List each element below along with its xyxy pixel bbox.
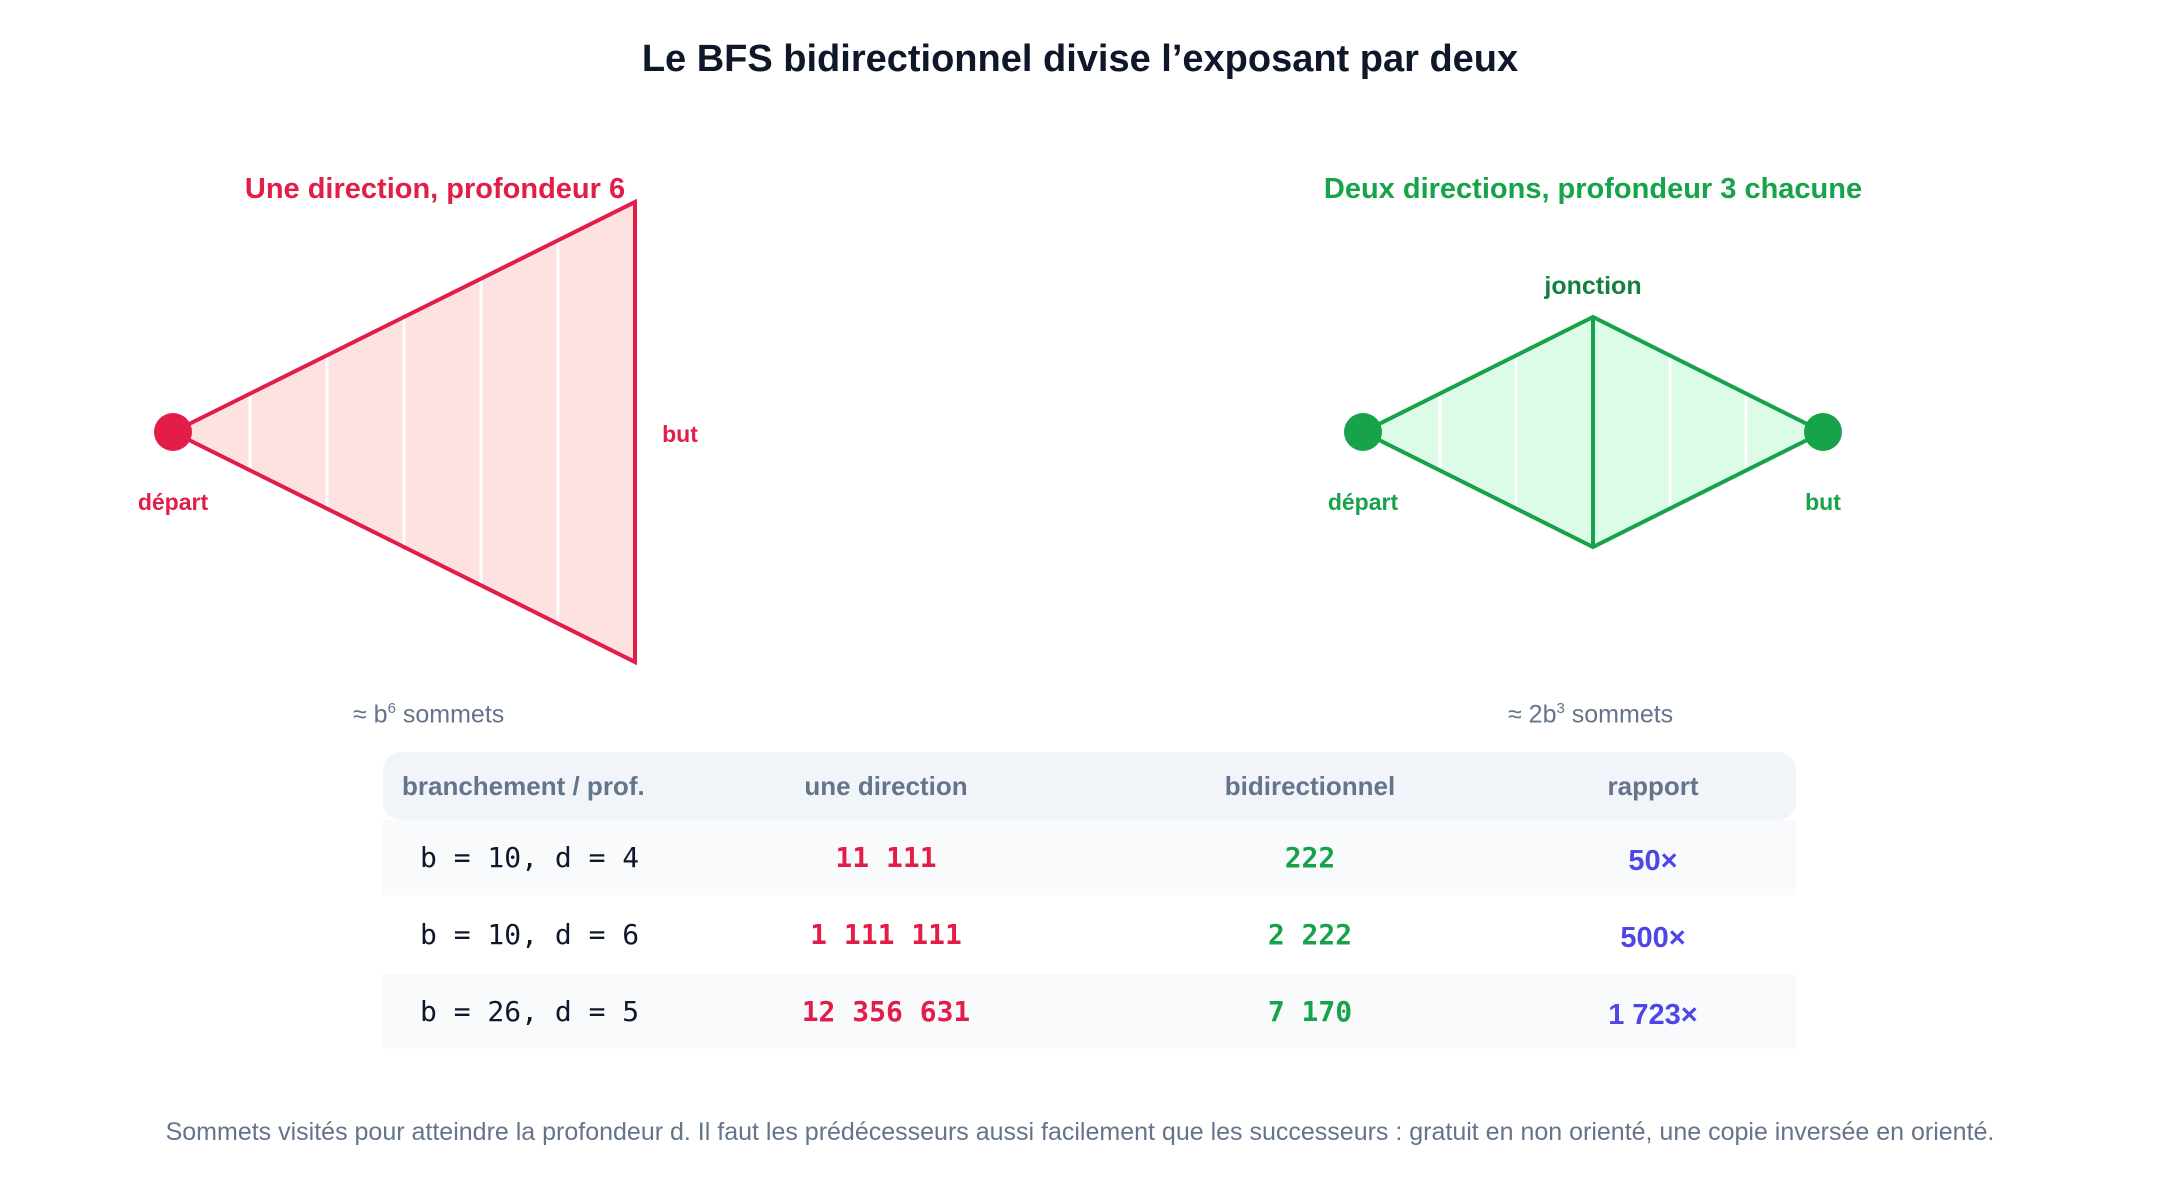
start-label: départ: [138, 489, 209, 515]
row-ratio: 1 723×: [1608, 999, 1698, 1031]
one-direction-heading: Une direction, profondeur 6: [245, 173, 625, 205]
approx-prefix: ≈ 2b: [1508, 700, 1557, 729]
table-header: [383, 752, 1796, 820]
row-ratio: 50×: [1628, 845, 1678, 877]
junction-label: jonction: [1543, 272, 1641, 300]
bidirectional-approx: ≈ 2b3 sommets: [1508, 700, 1673, 729]
start-label: départ: [1328, 489, 1399, 515]
row-bidirectional: 222: [1284, 841, 1336, 874]
column-header-one-direction: une direction: [804, 771, 968, 801]
column-header-branching: branchement / prof.: [402, 771, 645, 801]
approx-suffix: sommets: [1564, 700, 1674, 729]
table-row: [383, 820, 1796, 895]
column-header-bidirectional: bidirectionnel: [1224, 771, 1396, 801]
approx-prefix: ≈ b: [353, 700, 388, 729]
row-label: b = 10, d = 4: [420, 841, 640, 874]
row-one-direction: 1 111 111: [810, 918, 962, 951]
start-node: [1344, 413, 1382, 451]
one-direction-cone-outline: [168, 198, 637, 666]
one-direction-diagram: Une direction, profondeur 6 départ but: [138, 173, 698, 666]
bidirectional-heading: Deux directions, profondeur 3 chacune: [1324, 173, 1862, 205]
table-row: [383, 897, 1796, 972]
goal-node: [1804, 413, 1842, 451]
one-direction-approx: ≈ b6 sommets: [353, 700, 504, 729]
column-header-ratio: rapport: [1607, 771, 1699, 801]
approx-suffix: sommets: [395, 700, 505, 729]
row-bidirectional: 2 222: [1267, 918, 1353, 951]
row-ratio: 500×: [1620, 922, 1686, 954]
depth-levels: [248, 240, 560, 624]
row-label: b = 26, d = 5: [420, 995, 640, 1028]
start-node: [154, 413, 192, 451]
row-one-direction: 12 356 631: [801, 995, 971, 1028]
approx-exponent: 6: [387, 700, 396, 717]
approx-exponent: 3: [1556, 700, 1565, 717]
bidirectional-diagram: Deux directions, profondeur 3 chacune jo…: [1324, 173, 1862, 550]
page-title: Le BFS bidirectionnel divise l’exposant …: [641, 38, 1519, 80]
table-row: [383, 974, 1796, 1049]
depth-levels: [1438, 355, 1748, 509]
row-label: b = 10, d = 6: [420, 918, 640, 951]
row-bidirectional: 7 170: [1267, 995, 1353, 1028]
row-one-direction: 11 111: [835, 841, 937, 874]
goal-label: but: [662, 421, 698, 447]
goal-label: but: [1805, 489, 1841, 515]
footnote: Sommets visités pour atteindre la profon…: [165, 1118, 1995, 1146]
